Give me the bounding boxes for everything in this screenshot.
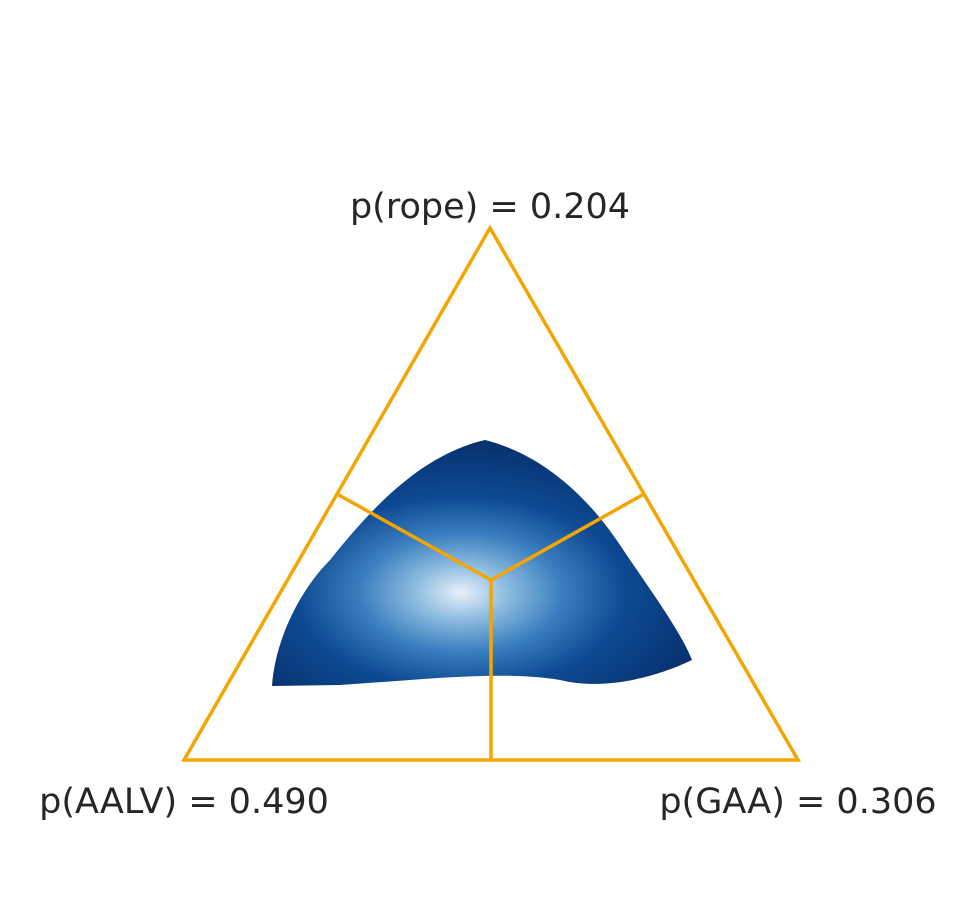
vertex-label: p(AALV) = 0.490 [39, 782, 329, 822]
region-divider [336, 492, 492, 582]
density-cloud [272, 440, 692, 686]
vertex-label: p(rope) = 0.204 [350, 187, 630, 227]
region-divider [490, 492, 645, 582]
ternary-frame [180, 224, 802, 762]
vertex-label: p(GAA) = 0.306 [659, 782, 936, 822]
